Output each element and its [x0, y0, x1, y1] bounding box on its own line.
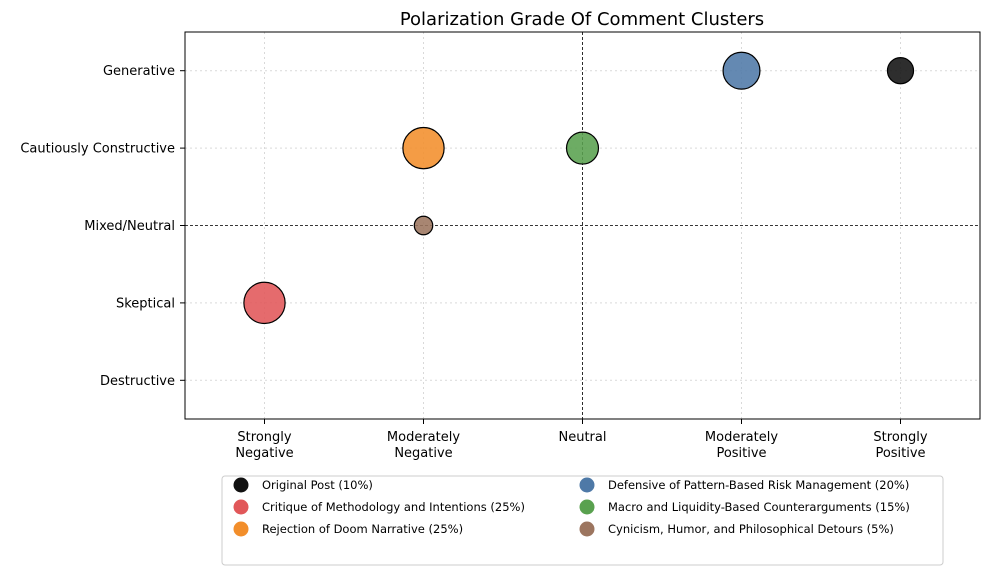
legend-label: Critique of Methodology and Intentions (…: [262, 500, 525, 514]
x-tick-label-line: Positive: [875, 446, 925, 461]
data-point: [402, 126, 445, 170]
legend-label: Rejection of Doom Narrative (25%): [262, 522, 463, 536]
chart-title: Polarization Grade Of Comment Clusters: [400, 9, 764, 30]
x-tick-label-line: Negative: [235, 446, 293, 461]
legend-frame: [221, 475, 944, 566]
y-tick-label: Skeptical: [116, 296, 175, 311]
legend-marker: [579, 477, 595, 493]
x-tick-label: Strongly Negative: [235, 430, 293, 461]
legend-marker: [579, 499, 595, 515]
x-tick-label: Moderately Positive: [705, 430, 778, 461]
data-points: [243, 51, 915, 325]
y-tick-label: Generative: [103, 64, 175, 79]
data-point: [722, 51, 761, 90]
x-tick-label-line: Neutral: [559, 430, 607, 445]
data-point: [413, 215, 434, 236]
y-tick-label: Mixed/Neutral: [84, 219, 175, 234]
reference-lines: [185, 32, 980, 419]
legend-marker: [233, 499, 249, 515]
legend-label: Original Post (10%): [262, 478, 373, 492]
legend-items: Original Post (10%) Critique of Methodolo…: [233, 477, 910, 537]
x-tick-label: Moderately Negative: [387, 430, 460, 461]
legend-label: Cynicism, Humor, and Philosophical Detou…: [608, 522, 894, 536]
x-tick-label-line: Moderately: [705, 430, 778, 445]
x-tick-label-line: Negative: [394, 446, 452, 461]
x-tick-label-line: Positive: [716, 446, 766, 461]
x-tick-label: Neutral: [559, 430, 607, 445]
x-tick-label-line: Moderately: [387, 430, 460, 445]
y-tick-label: Cautiously Constructive: [20, 142, 175, 157]
y-axis-ticks: Destructive Skeptical Mixed/Neutral Cautiou…: [20, 64, 185, 389]
legend-marker: [233, 521, 249, 537]
x-tick-label-line: Strongly: [237, 430, 291, 445]
data-point: [243, 281, 286, 325]
data-point: [886, 57, 915, 85]
x-tick-label-line: Strongly: [873, 430, 927, 445]
legend: Original Post (10%) Critique of Methodolo…: [221, 475, 944, 566]
legend-label: Defensive of Pattern-Based Risk Manageme…: [608, 478, 909, 492]
legend-marker: [579, 521, 595, 537]
x-tick-label: Strongly Positive: [873, 430, 927, 461]
y-tick-label: Destructive: [100, 374, 175, 389]
legend-label: Macro and Liquidity-Based Counterargumen…: [608, 500, 910, 514]
legend-marker: [233, 477, 249, 493]
data-point: [565, 131, 600, 165]
